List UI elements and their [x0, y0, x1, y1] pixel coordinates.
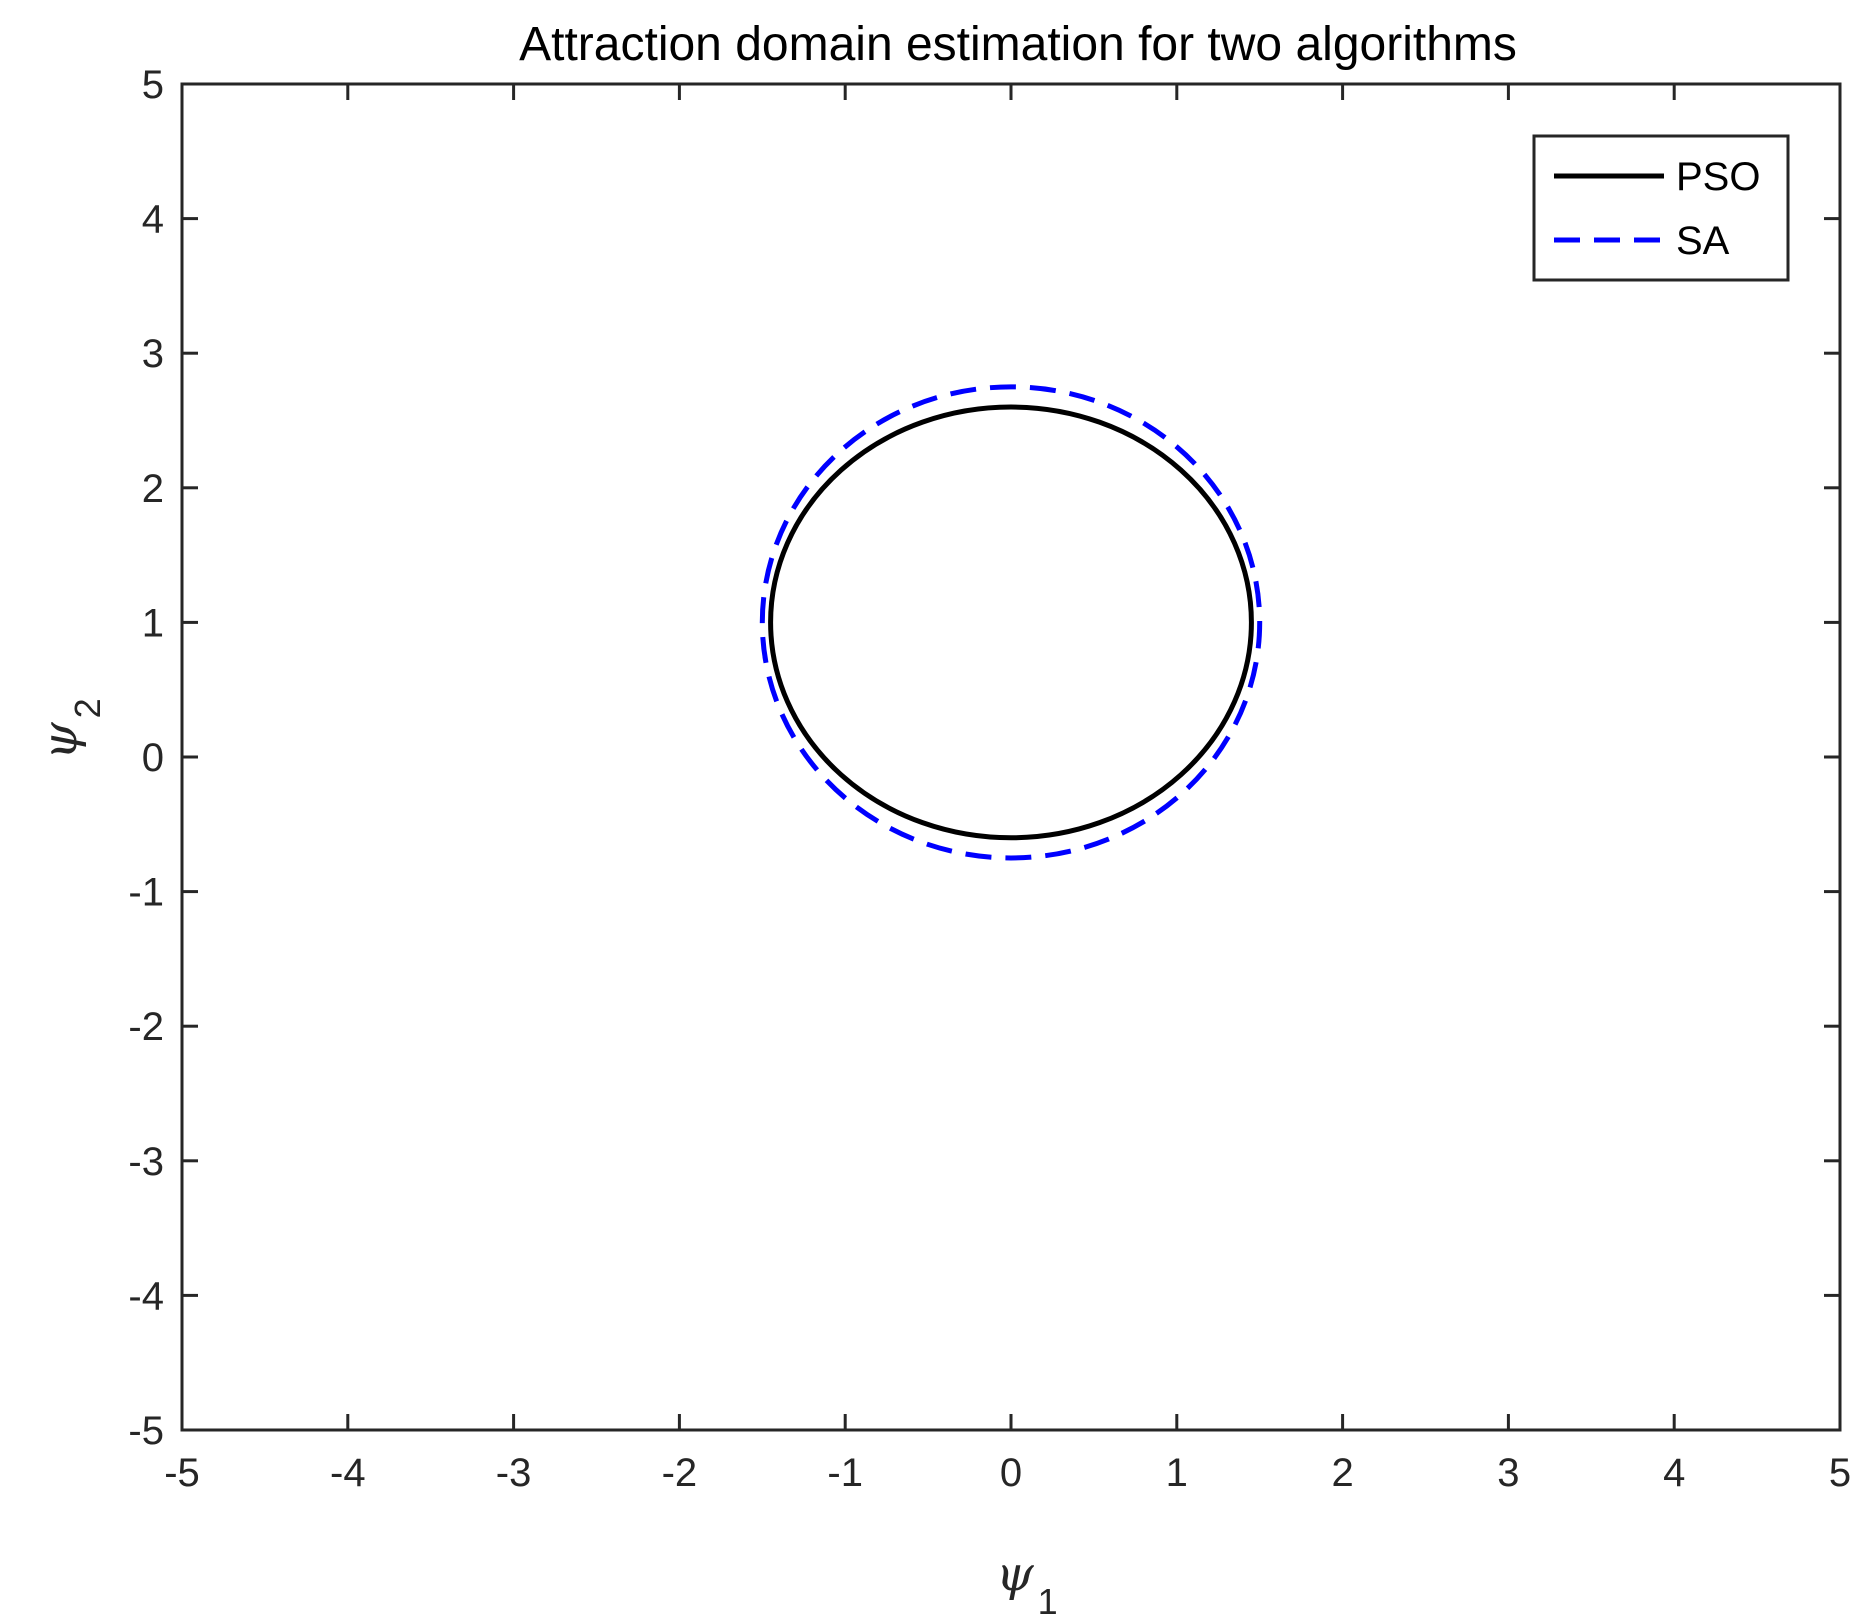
y-axis-subscript: 2: [67, 698, 108, 718]
x-tick-label: -4: [330, 1451, 366, 1495]
y-tick-label: 3: [142, 332, 164, 376]
legend-box: [1532, 134, 1790, 282]
chart-title: Attraction domain estimation for two alg…: [519, 18, 1517, 71]
series-sa-curve: [759, 384, 1263, 861]
y-tick-label: 0: [142, 736, 164, 780]
x-axis-symbol: ψ: [996, 1546, 1035, 1602]
x-tick-label: 3: [1497, 1451, 1519, 1495]
y-tick-label: 1: [142, 601, 164, 645]
plot-frame: [180, 82, 1842, 1432]
y-tick-label: 5: [142, 63, 164, 107]
series-pso-curve: [768, 404, 1254, 841]
y-tick-label: -2: [128, 1005, 164, 1049]
x-tick-label: 0: [1000, 1451, 1022, 1495]
x-tick-label: -5: [164, 1451, 200, 1495]
x-tick-label: -1: [827, 1451, 863, 1495]
x-tick-label: -3: [496, 1451, 532, 1495]
x-tick-label: 5: [1829, 1451, 1851, 1495]
y-tick-label: 2: [142, 467, 164, 511]
y-tick-label: -5: [128, 1409, 164, 1453]
x-tick-label: 4: [1663, 1451, 1685, 1495]
series-layer: [759, 384, 1263, 861]
x-axis-subscript: 1: [1038, 1581, 1058, 1620]
x-tick-label: -2: [662, 1451, 698, 1495]
y-axis-label: ψ2: [32, 698, 108, 760]
y-tick-label: -3: [128, 1140, 164, 1184]
y-axis-symbol: ψ: [32, 721, 88, 760]
legend-label-pso: PSO: [1676, 155, 1760, 199]
plot-area: [182, 84, 1840, 1430]
legend-label-sa: SA: [1676, 219, 1730, 263]
tick-labels: -5 -4 -3 -2 -1 0 1 2 3 4 5 -5 -4 -3 -2 -1 0 1 2 3 4 5: [128, 63, 1851, 1495]
legend: PSO SA: [1532, 134, 1790, 282]
y-tick-label: 4: [142, 198, 164, 242]
x-tick-label: 2: [1331, 1451, 1353, 1495]
y-tick-label: -1: [128, 871, 164, 915]
y-tick-label: -4: [128, 1274, 164, 1318]
x-tick-label: 1: [1166, 1451, 1188, 1495]
